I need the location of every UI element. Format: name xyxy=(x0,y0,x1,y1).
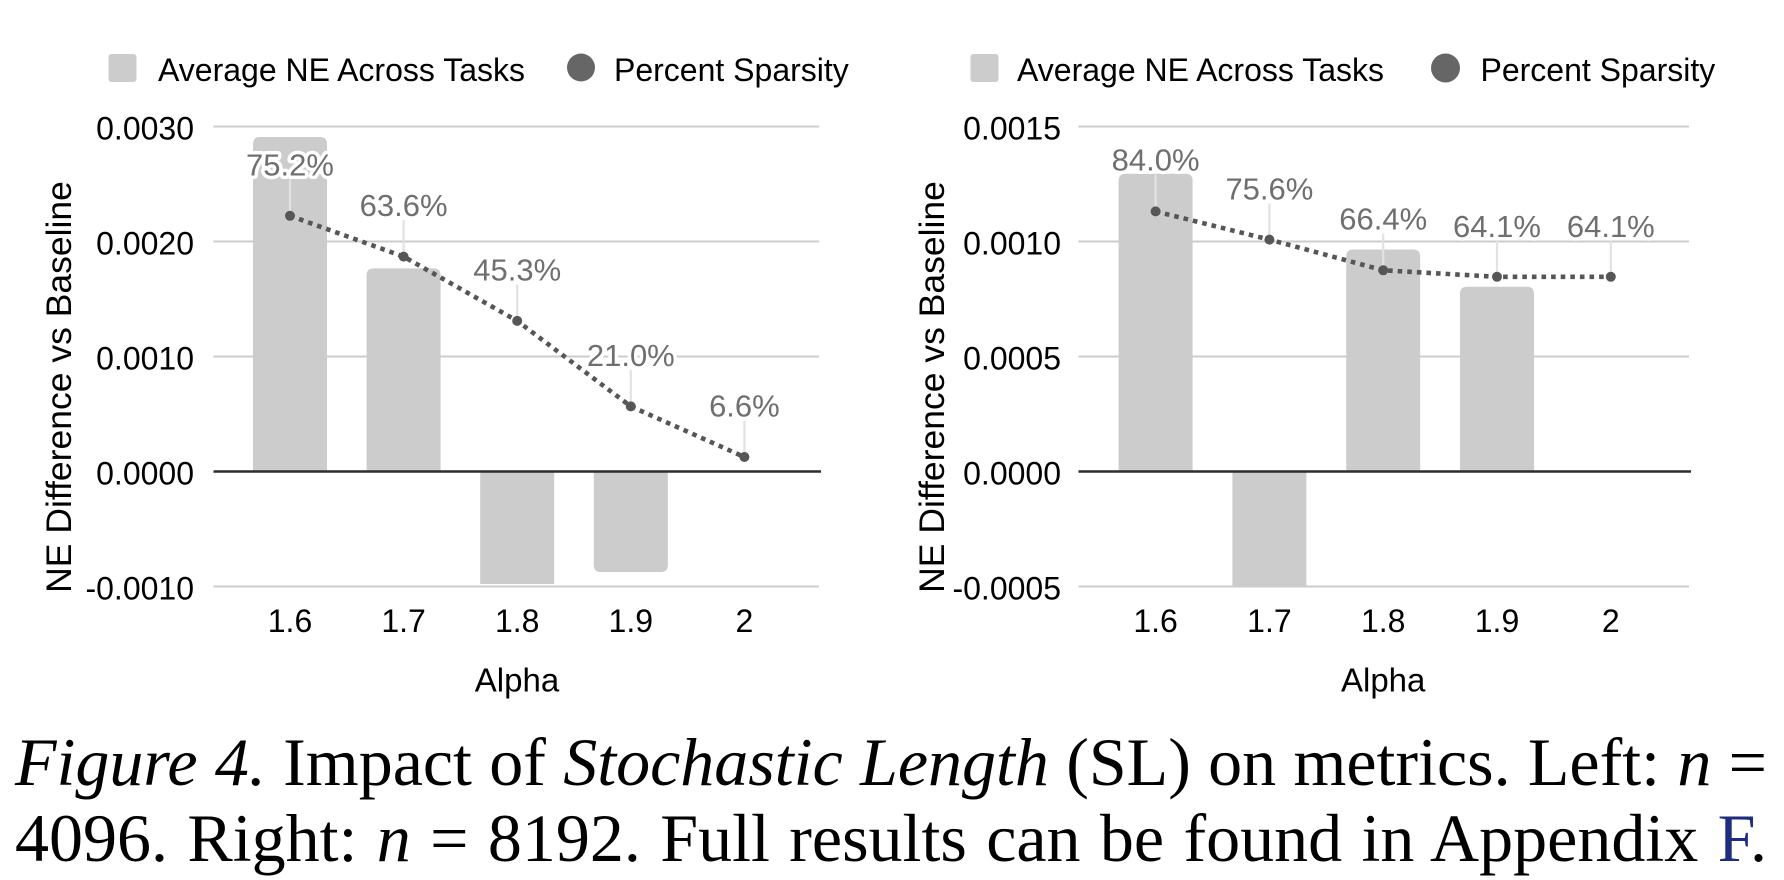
svg-text:Average NE Across Tasks: Average NE Across Tasks xyxy=(1017,52,1384,88)
svg-text:Percent Sparsity: Percent Sparsity xyxy=(1481,52,1716,88)
svg-text:0.0015: 0.0015 xyxy=(963,111,1061,147)
svg-text:1.9: 1.9 xyxy=(609,603,653,639)
svg-text:-0.0010: -0.0010 xyxy=(85,571,194,607)
svg-text:75.6%: 75.6% xyxy=(1225,172,1313,207)
svg-text:0.0010: 0.0010 xyxy=(96,341,194,377)
svg-text:6.6%: 6.6% xyxy=(709,389,780,424)
svg-text:0.0005: 0.0005 xyxy=(963,341,1061,377)
svg-text:1.9: 1.9 xyxy=(1475,603,1519,639)
svg-text:NE Difference vs Baseline: NE Difference vs Baseline xyxy=(912,181,952,593)
svg-text:Alpha: Alpha xyxy=(475,662,560,699)
svg-text:45.3%: 45.3% xyxy=(473,252,561,287)
svg-text:84.0%: 84.0% xyxy=(1112,143,1200,178)
svg-text:0.0030: 0.0030 xyxy=(96,111,194,147)
svg-text:1.6: 1.6 xyxy=(1133,603,1177,639)
svg-text:NE Difference vs Baseline: NE Difference vs Baseline xyxy=(39,181,79,593)
svg-text:0.0000: 0.0000 xyxy=(96,456,194,492)
svg-text:0.0000: 0.0000 xyxy=(963,456,1061,492)
svg-text:64.1%: 64.1% xyxy=(1453,209,1541,244)
svg-text:1.7: 1.7 xyxy=(1247,603,1291,639)
svg-text:75.2%: 75.2% xyxy=(246,147,334,182)
svg-text:Percent Sparsity: Percent Sparsity xyxy=(614,52,849,88)
svg-text:63.6%: 63.6% xyxy=(360,188,448,223)
svg-text:2: 2 xyxy=(736,603,754,639)
svg-text:0.0020: 0.0020 xyxy=(96,226,194,262)
svg-text:64.1%: 64.1% xyxy=(1567,209,1655,244)
svg-text:Average NE Across Tasks: Average NE Across Tasks xyxy=(158,52,525,88)
svg-text:0.0010: 0.0010 xyxy=(963,226,1061,262)
svg-text:Alpha: Alpha xyxy=(1341,662,1426,699)
svg-text:1.8: 1.8 xyxy=(1361,603,1405,639)
svg-text:66.4%: 66.4% xyxy=(1339,202,1427,237)
svg-text:21.0%: 21.0% xyxy=(587,338,675,373)
svg-text:2: 2 xyxy=(1602,603,1620,639)
svg-text:1.7: 1.7 xyxy=(381,603,425,639)
svg-text:1.6: 1.6 xyxy=(268,603,312,639)
svg-text:-0.0005: -0.0005 xyxy=(952,571,1061,607)
svg-text:1.8: 1.8 xyxy=(495,603,539,639)
